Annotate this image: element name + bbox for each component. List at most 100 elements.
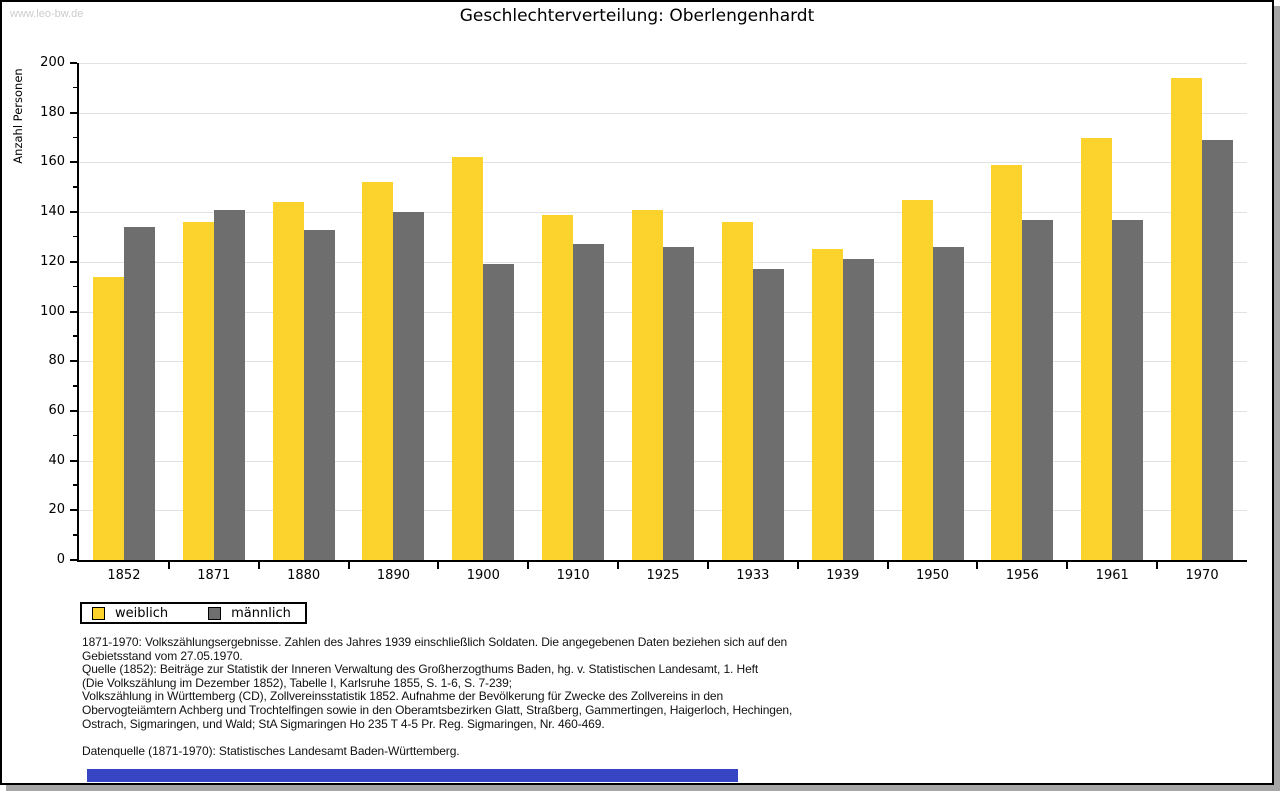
legend-item-männlich[interactable]: männlich [208,606,291,621]
footnote-line-1: 1871-1970: Volkszählungsergebnisse. Zahl… [82,635,788,649]
y-minor-tick-190 [73,86,77,89]
bar-männlich-1852[interactable] [123,227,155,560]
x-tick-label-1871: 1871 [197,568,231,583]
footnote-line-6: Obervogteiämtern Achberg und Trochtelfin… [82,702,793,717]
y-tick-100 [70,310,77,313]
y-tick-40 [70,459,77,462]
x-boundary-tick-5 [527,560,530,569]
bar-weiblich-1970[interactable] [1171,77,1203,560]
y-minor-tick-170 [73,136,77,139]
x-tick-label-1880: 1880 [287,568,321,583]
bar-weiblich-1852[interactable] [92,276,124,560]
x-boundary-tick-2 [257,560,260,569]
bar-weiblich-1910[interactable] [542,214,574,560]
bar-männlich-1950[interactable] [932,246,964,560]
x-boundary-tick-4 [437,560,440,569]
footnotes-block: 1871-1970: Volkszählungsergebnisse. Zahl… [82,635,793,758]
y-tick-160 [70,161,77,164]
legend-label-weiblich: weiblich [115,605,169,621]
x-tick-label-1956: 1956 [1005,568,1039,583]
y-tick-label-180: 180 [40,104,65,120]
bar-weiblich-1933[interactable] [721,222,753,560]
legend-label-männlich: männlich [231,605,291,621]
bar-weiblich-1871[interactable] [182,222,214,560]
x-boundary-tick-11 [1066,560,1069,569]
x-boundary-tick-1 [167,560,170,569]
x-boundary-tick-12 [1156,560,1159,569]
y-tick-0 [70,559,77,561]
gridline-140 [79,212,1247,214]
x-boundary-tick-6 [617,560,620,569]
legend-item-weiblich[interactable]: weiblich [92,606,168,621]
gridline-200 [79,63,1247,64]
x-tick-label-1890: 1890 [376,568,410,583]
bar-weiblich-1950[interactable] [901,199,933,560]
y-minor-tick-90 [73,335,77,337]
y-minor-tick-110 [73,285,77,288]
footnote-line-3: Quelle (1852): Beiträge zur Statistik de… [82,662,759,677]
y-tick-label-0: 0 [56,552,65,567]
horizontal-scrollbar-thumb[interactable] [87,769,738,782]
footnote-line-4: (Die Volkszählung im Dezember 1852), Tab… [82,675,512,690]
x-tick-label-1970: 1970 [1185,568,1219,583]
bar-weiblich-1961[interactable] [1081,137,1113,560]
plot-area: 0 20 40 60 80 100 120 140 160 180 200 1852 1871 1880 1… [40,55,1247,583]
bar-männlich-1970[interactable] [1202,140,1234,560]
watermark-leo-bw: www.leo-bw.de [10,8,84,20]
y-tick-180 [70,111,77,114]
bar-weiblich-1890[interactable] [362,182,394,560]
x-tick-label-1933: 1933 [736,568,770,583]
x-tick-label-1852: 1852 [107,568,141,583]
bar-männlich-1933[interactable] [752,269,784,560]
x-tick-label-1950: 1950 [915,568,950,583]
x-tick-label-1900: 1900 [466,568,500,583]
footnote-line-2: Gebietsstand vom 27.05.1970. [82,648,243,663]
y-minor-tick-150 [73,186,77,188]
y-minor-tick-70 [73,385,77,387]
x-boundary-tick-7 [706,560,709,569]
bar-männlich-1890[interactable] [393,212,425,560]
gridline-180 [79,112,1247,114]
chart-title: Geschlechterverteilung: Oberlengenhardt [459,6,815,26]
y-tick-60 [70,409,77,412]
bar-weiblich-1880[interactable] [272,202,304,560]
y-tick-label-80: 80 [48,353,65,369]
y-tick-label-100: 100 [40,303,65,319]
x-tick-label-1961: 1961 [1095,568,1129,583]
y-minor-tick-30 [73,484,77,486]
bar-weiblich-1956[interactable] [991,164,1023,560]
bar-männlich-1925[interactable] [663,246,694,560]
bar-weiblich-1900[interactable] [452,157,484,560]
bar-männlich-1871[interactable] [213,209,245,560]
legend-box: weiblich männlich [80,602,307,624]
bar-weiblich-1925[interactable] [632,209,663,560]
bar-männlich-1961[interactable] [1112,219,1144,560]
legend-swatch-männlich [208,606,222,620]
y-minor-tick-130 [73,235,77,238]
y-tick-140 [70,211,77,214]
y-tick-200 [70,62,77,64]
y-tick-label-120: 120 [40,253,65,269]
y-tick-120 [70,260,77,263]
y-tick-label-200: 200 [40,55,65,70]
y-minor-tick-50 [73,434,77,437]
bar-männlich-1939[interactable] [842,259,874,560]
bar-männlich-1880[interactable] [303,229,335,560]
bar-männlich-1956[interactable] [1022,219,1054,560]
footnote-line-7: Ostrach, Sigmaringen, und Wald; StA Sigm… [82,716,605,731]
bar-männlich-1910[interactable] [573,244,605,560]
y-tick-label-60: 60 [48,402,65,418]
x-boundary-tick-3 [347,560,350,569]
bar-männlich-1900[interactable] [483,264,515,560]
y-tick-label-20: 20 [48,502,65,518]
legend-swatch-weiblich [92,606,105,620]
y-tick-label-140: 140 [40,204,65,220]
datasource-line: Datenquelle (1871-1970): Statistisches L… [82,743,460,758]
x-tick-label-1925: 1925 [646,568,680,583]
y-tick-label-40: 40 [48,452,65,468]
x-boundary-tick-8 [796,560,799,569]
bar-weiblich-1939[interactable] [811,249,843,560]
x-tick-label-1910: 1910 [556,568,590,583]
footnote-line-5: Volkszählung in Württemberg (CD), Zollve… [82,689,724,704]
